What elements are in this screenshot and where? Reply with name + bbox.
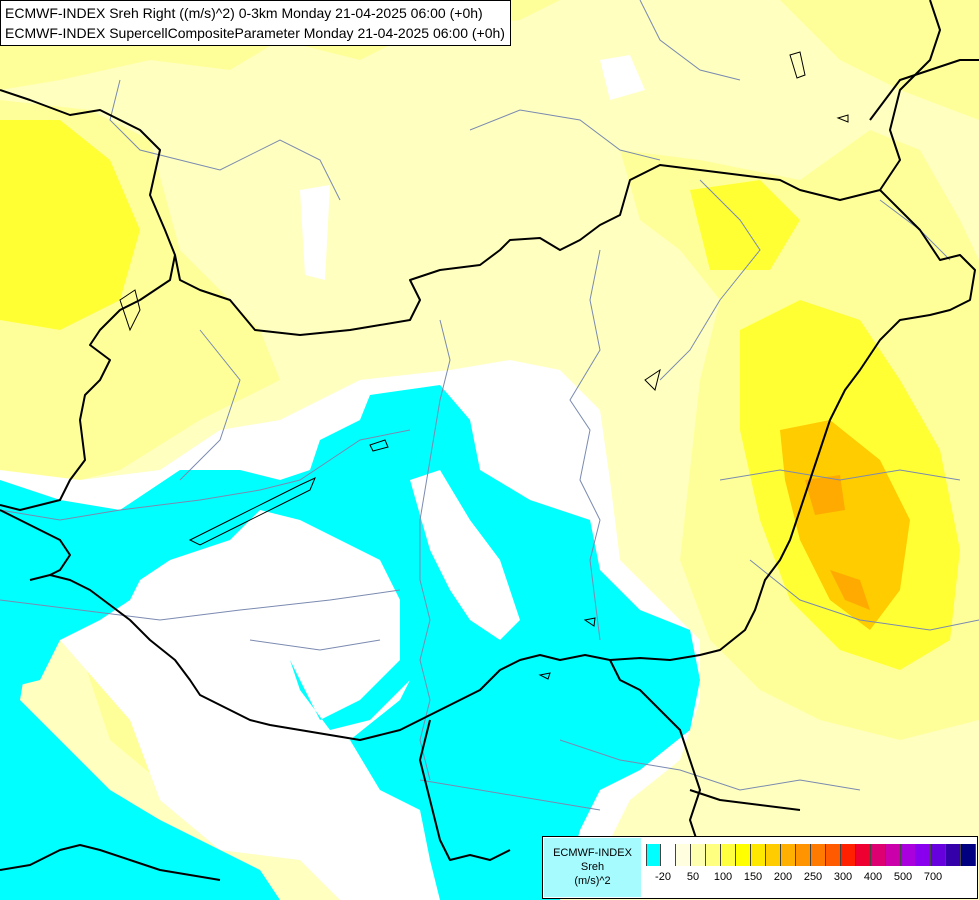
- legend-swatch: [691, 844, 706, 866]
- legend-tick-label: 250: [803, 871, 823, 883]
- legend-swatch: [886, 844, 901, 866]
- legend-swatch: [931, 844, 946, 866]
- legend-swatch: [766, 844, 781, 866]
- legend-swatch: [796, 844, 811, 866]
- legend-swatch: [646, 844, 661, 866]
- legend-swatch: [901, 844, 916, 866]
- legend-tick-label: 500: [893, 871, 913, 883]
- map-title-line-1: ECMWF-INDEX Sreh Right ((m/s)^2) 0-3km M…: [5, 5, 483, 21]
- legend-swatch: [961, 844, 976, 866]
- legend-swatch: [751, 844, 766, 866]
- legend-label-box: ECMWF-INDEX Sreh (m/s)^2: [544, 838, 641, 897]
- legend-swatch: [661, 844, 676, 866]
- rivers: [0, 0, 979, 811]
- legend-tick-label: 700: [923, 871, 943, 883]
- legend-swatch: [856, 844, 871, 866]
- legend-swatch: [781, 844, 796, 866]
- map-title-box: ECMWF-INDEX Sreh Right ((m/s)^2) 0-3km M…: [0, 0, 511, 46]
- sreh-field-cyan: [0, 385, 700, 900]
- legend-unit: (m/s)^2: [574, 875, 611, 887]
- legend-tick-label: 100: [713, 871, 733, 883]
- legend-swatch: [676, 844, 691, 866]
- map-title-line-2: ECMWF-INDEX SupercellCompositeParameter …: [5, 25, 505, 41]
- legend-swatch: [811, 844, 826, 866]
- legend-swatch: [871, 844, 886, 866]
- sreh-field-orange-core: [805, 475, 870, 610]
- legend-swatch: [736, 844, 751, 866]
- legend-tick-label: 150: [743, 871, 763, 883]
- legend-swatch: [721, 844, 736, 866]
- legend-tick-label: 50: [686, 871, 700, 883]
- legend-swatch: [841, 844, 856, 866]
- legend-color-scale: [646, 844, 976, 866]
- lakes: [119, 51, 849, 680]
- legend-tick-label: -20: [655, 871, 671, 883]
- legend-swatch: [916, 844, 931, 866]
- legend-tick-label: 400: [863, 871, 883, 883]
- legend-tick-label: 200: [773, 871, 793, 883]
- legend-variable: Sreh: [580, 861, 605, 873]
- legend-swatch: [826, 844, 841, 866]
- legend-source: ECMWF-INDEX: [553, 847, 632, 859]
- legend-tick-label: 300: [833, 871, 853, 883]
- legend-swatch: [706, 844, 721, 866]
- color-legend: ECMWF-INDEX Sreh (m/s)^2 -20 50 100 150 200 2…: [542, 836, 978, 899]
- country-borders: [0, 0, 979, 881]
- legend-tick-labels: -20 50 100 150 200 250 300 400 500 700: [543, 871, 979, 887]
- legend-swatch: [946, 844, 961, 866]
